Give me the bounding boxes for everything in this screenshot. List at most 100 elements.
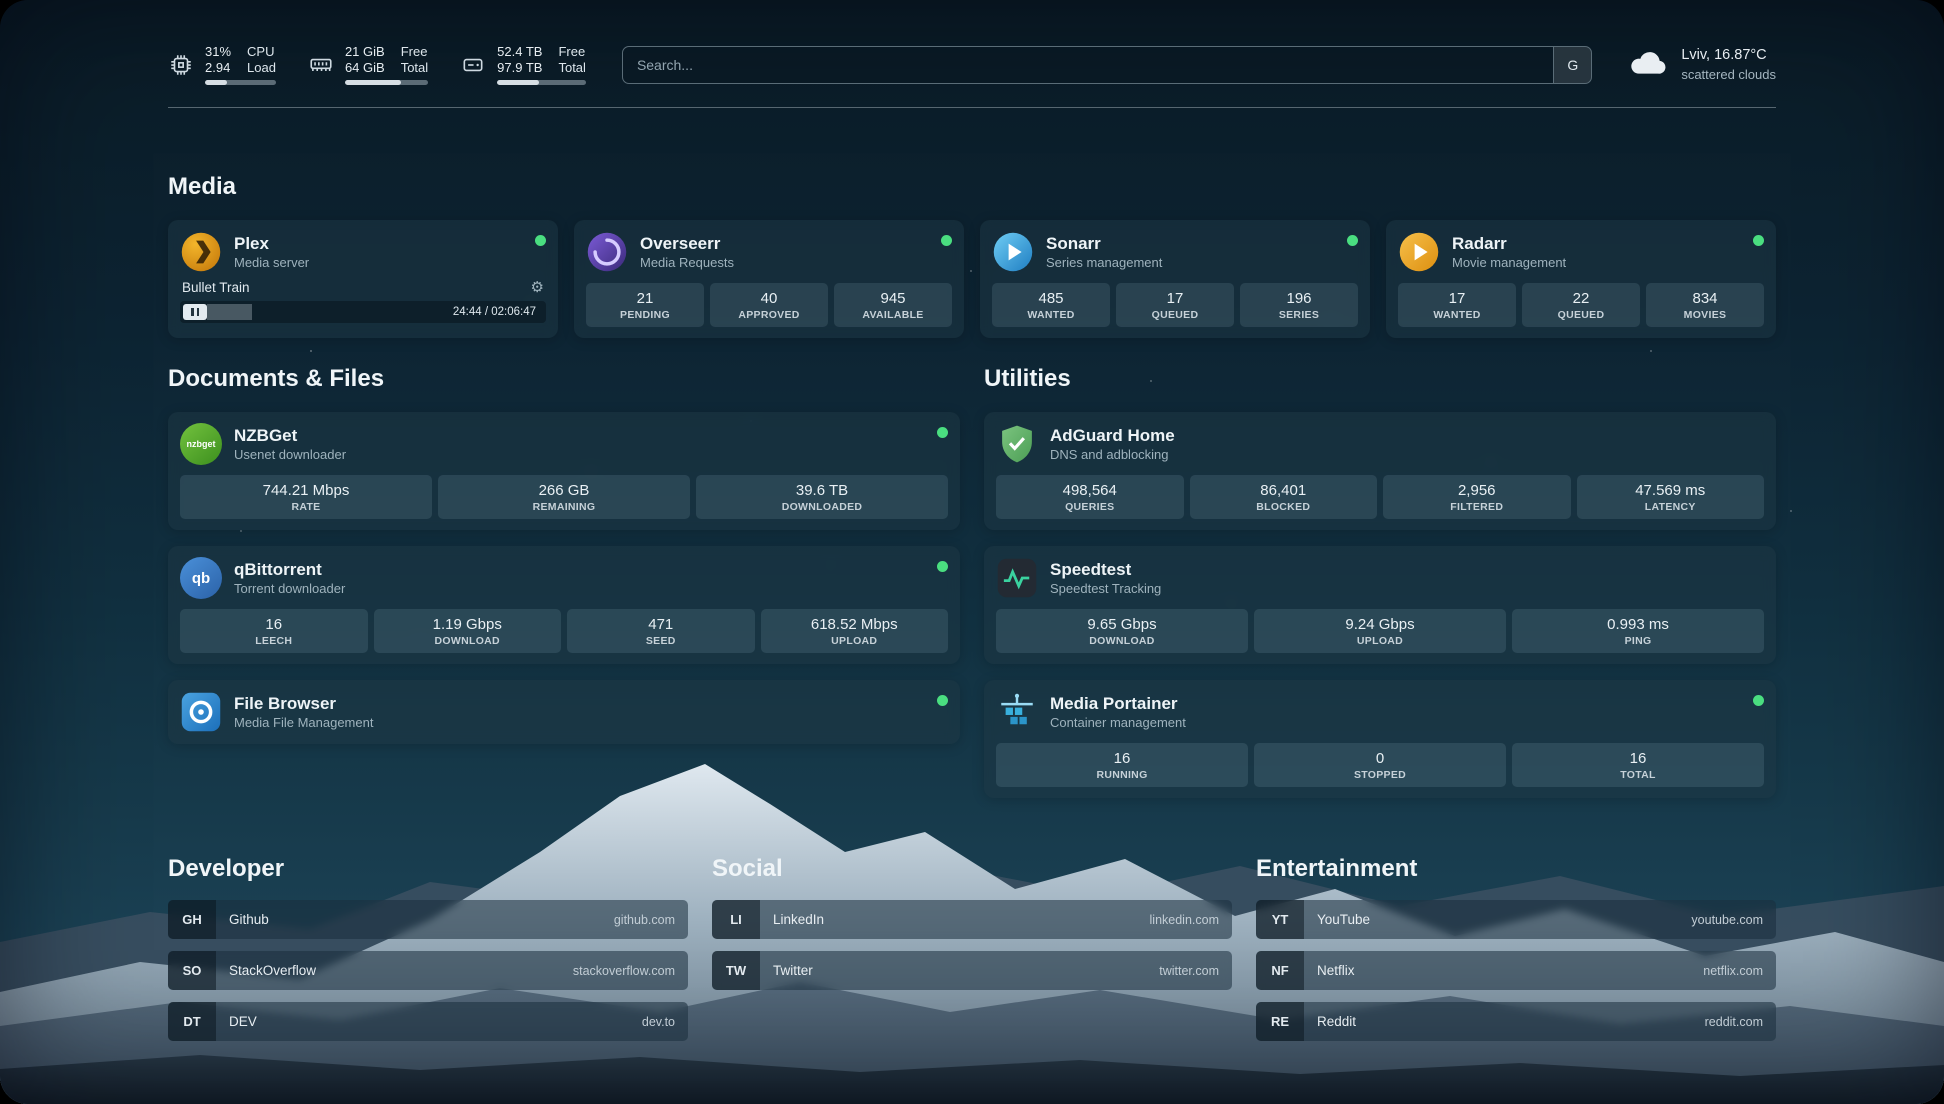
search-provider-button[interactable]: G [1553,46,1592,83]
stat-box: 0 STOPPED [1254,743,1506,787]
memory-usage-bar-fill [344,80,401,85]
stat-value: 196 [1286,290,1312,307]
bookmark-url: twitter.com [1159,963,1219,978]
disk-total-label: Total [558,60,586,75]
bookmarks-developer: Developer GH Github github.com SO StackO… [168,854,688,1041]
sonarr-card[interactable]: Sonarr Series management 485 WANTED 17 Q… [980,220,1370,338]
stat-value: 21 [636,290,654,307]
stat-label: UPLOAD [1356,635,1404,647]
bookmark-abbr: GH [168,900,216,939]
stat-label: BLOCKED [1256,501,1311,513]
overseerr-card[interactable]: Overseerr Media Requests 21 PENDING 40 A… [574,220,964,338]
service-name: Media Portainer [1050,694,1178,713]
stat-box: 196 SERIES [1240,283,1358,327]
bookmark-stackoverflow[interactable]: SO StackOverflow stackoverflow.com [168,951,688,990]
cpu-label: CPU [247,44,275,59]
service-description: Torrent downloader [234,581,346,596]
search-input[interactable] [622,46,1554,83]
cpu-usage-value: 31% [205,44,232,59]
service-name: Radarr [1452,234,1507,253]
status-dot [1347,235,1358,246]
top-bar: 31% 2.94 CPU Load [168,42,1776,87]
bookmark-abbr: YT [1256,900,1304,939]
cloud-icon [1628,42,1668,87]
utilities-section-title: Utilities [984,365,1071,392]
stat-box: 9.24 Gbps UPLOAD [1254,609,1506,653]
stat-label: LATENCY [1644,501,1696,513]
stat-label: REMAINING [532,501,596,513]
status-dot [937,427,948,438]
weather-widget: Lviv, 16.87°C scattered clouds [1628,42,1776,87]
stat-value: 17 [1166,290,1184,307]
stat-box: 1.19 Gbps DOWNLOAD [373,609,561,653]
bookmarks-entertainment: Entertainment YT YouTube youtube.com NF … [1256,854,1776,1041]
bookmark-twitter[interactable]: TW Twitter twitter.com [712,951,1232,990]
bookmark-reddit[interactable]: RE Reddit reddit.com [1256,1002,1776,1041]
memory-widget: 21 GiB 64 GiB Free Total [308,44,429,85]
stat-label: STOPPED [1353,769,1407,781]
status-dot [937,695,948,706]
qbittorrent-card[interactable]: qb qBittorrent Torrent downloader 16 [168,546,960,664]
stat-box: 744.21 Mbps RATE [180,475,432,519]
bookmark-netflix[interactable]: NF Netflix netflix.com [1256,951,1776,990]
bookmark-youtube[interactable]: YT YouTube youtube.com [1256,900,1776,939]
stat-box: 0.993 ms PING [1512,609,1764,653]
stat-label: RUNNING [1096,769,1148,781]
resource-widgets: 31% 2.94 CPU Load [168,44,586,85]
status-dot [535,235,546,246]
bookmark-abbr: TW [712,951,760,990]
bookmarks-section: Developer GH Github github.com SO StackO… [168,854,1776,1041]
stat-value: 471 [648,616,674,633]
radarr-card[interactable]: Radarr Movie management 17 WANTED 22 QUE… [1386,220,1776,338]
bookmark-url: reddit.com [1704,1014,1763,1029]
search-bar: G [621,45,1593,84]
bookmark-dev[interactable]: DT DEV dev.to [168,1002,688,1041]
stat-box: 39.6 TB DOWNLOADED [696,475,948,519]
status-dot [1753,695,1764,706]
overseerr-icon [586,231,628,273]
bookmark-github[interactable]: GH Github github.com [168,900,688,939]
cpu-icon [168,52,194,78]
memory-free-value: 21 GiB [344,44,385,59]
nzbget-card[interactable]: nzbget NZBGet Usenet downloader 744.21 M… [168,412,960,530]
disk-icon [460,52,486,78]
qbittorrent-icon-label: qb [191,569,211,587]
filebrowser-card[interactable]: File Browser Media File Management [168,680,960,744]
nzbget-icon-label: nzbget [186,439,216,449]
stat-label: TOTAL [1620,769,1656,781]
stat-label: SERIES [1278,309,1320,321]
memory-icon [308,52,334,78]
stat-box: 945 AVAILABLE [834,283,952,327]
stat-label: DOWNLOAD [1089,635,1155,647]
header-divider [168,107,1776,108]
stat-box: 40 APPROVED [710,283,828,327]
stat-value: 16 [1113,750,1131,767]
portainer-card[interactable]: Media Portainer Container management 16 … [984,680,1776,798]
stat-value: 744.21 Mbps [262,482,350,499]
stat-box: 86,401 BLOCKED [1189,475,1377,519]
playback-progress-track[interactable] [207,304,446,320]
plex-card[interactable]: Plex Media server Bullet Train ⚙ 24:44 /… [168,220,558,338]
pause-button[interactable] [183,304,207,320]
adguard-card[interactable]: AdGuard Home DNS and adblocking 498,564 … [984,412,1776,530]
media-section-title: Media [168,173,237,200]
plex-player-bar: 24:44 / 02:06:47 [180,301,546,323]
stat-box: 498,564 QUERIES [996,475,1184,519]
stat-label: DOWNLOADED [781,501,863,513]
gear-icon[interactable]: ⚙ [530,279,544,296]
service-description: Speedtest Tracking [1050,581,1162,596]
stat-value: 16 [265,616,283,633]
stat-box: 834 MOVIES [1646,283,1764,327]
speedtest-card[interactable]: Speedtest Speedtest Tracking 9.65 Gbps D… [984,546,1776,664]
stat-value: 0 [1375,750,1385,767]
bookmark-abbr: NF [1256,951,1304,990]
stat-value: 618.52 Mbps [810,616,898,633]
bookmark-url: dev.to [641,1014,675,1029]
qbittorrent-icon: qb [180,557,222,599]
stat-box: 16 TOTAL [1512,743,1764,787]
adguard-icon [996,423,1038,465]
bookmark-name: LinkedIn [773,912,825,927]
bookmark-linkedin[interactable]: LI LinkedIn linkedin.com [712,900,1232,939]
stat-value: 16 [1629,750,1647,767]
